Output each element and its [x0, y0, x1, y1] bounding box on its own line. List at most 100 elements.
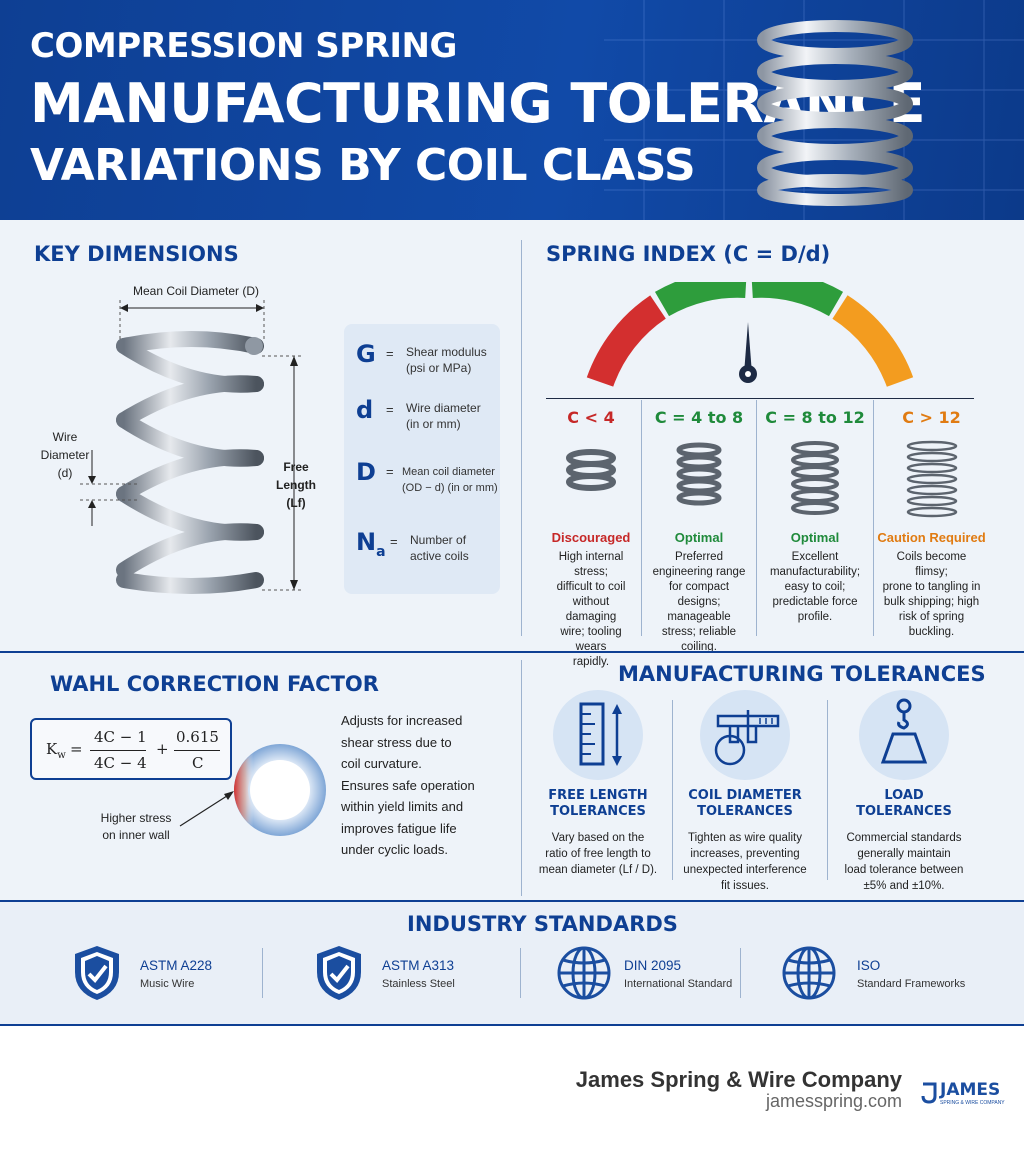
desc-line: wire; tooling wears — [560, 626, 622, 653]
thin-spring-icon — [906, 440, 957, 518]
tolerance-load: LOAD TOLERANCES Commercial standards gen… — [829, 690, 979, 894]
index-status: Discouraged — [551, 530, 631, 545]
tolerance-title: FREE LENGTH TOLERANCES — [523, 788, 673, 820]
tolerance-divider — [672, 700, 673, 880]
standard-subtitle: Standard Frameworks — [857, 978, 966, 990]
desc-line: unexpected interference — [683, 864, 807, 876]
section-divider — [521, 240, 522, 636]
desc-line: Shear modulus — [406, 345, 487, 359]
globe-icon — [782, 946, 836, 1000]
index-divider — [873, 400, 874, 636]
globe-icon — [557, 946, 611, 1000]
shield-check-icon — [317, 946, 361, 1000]
logo-icon — [921, 1082, 937, 1104]
title-line: TOLERANCES — [550, 804, 646, 819]
symbol-d-wire: d — [356, 396, 374, 424]
symbol-n: N — [356, 528, 377, 556]
standards-divider — [262, 948, 263, 998]
spring-index-title: SPRING INDEX (C = D/d) — [546, 242, 831, 266]
desc-line: load tolerance between — [844, 864, 964, 876]
k-symbol: K — [46, 740, 58, 758]
title-line: COIL DIAMETER — [688, 788, 802, 803]
fraction-bar — [90, 750, 146, 751]
free-length-line: Length — [276, 478, 316, 492]
free-length-label: Free Length (Lf) — [268, 458, 324, 512]
desc-line: difficult to coil — [556, 581, 626, 593]
index-desc: Coils become flimsy; prone to tangling i… — [880, 550, 983, 640]
tolerance-title: COIL DIAMETER TOLERANCES — [670, 788, 820, 820]
index-divider — [756, 400, 757, 636]
desc-line: for compact — [668, 581, 730, 593]
tolerance-desc: Tighten as wire quality increases, preve… — [670, 830, 820, 894]
fraction-bar — [174, 750, 220, 751]
standard-name: DIN 2095 — [624, 958, 682, 973]
equals-sign: = — [386, 464, 394, 479]
standards-divider — [520, 948, 521, 998]
title-line: FREE LENGTH — [548, 788, 648, 803]
index-range: C = 8 to 12 — [765, 408, 865, 427]
desc-line: improves fatigue life — [341, 820, 457, 836]
tall-spring-icon — [791, 441, 839, 515]
desc-line: (psi or MPa) — [406, 361, 472, 375]
index-class-optimal-2: C = 8 to 12 Optimal Excellent manufactur… — [757, 400, 873, 636]
standard-name: ASTM A313 — [382, 958, 455, 973]
company-url[interactable]: jamesspring.com — [765, 1091, 902, 1111]
desc-line: High internal stress; — [558, 551, 624, 578]
desc-line: stress; reliable — [661, 626, 737, 638]
header-banner: COMPRESSION SPRING MANUFACTURING TOLERAN… — [0, 0, 1024, 220]
standards-divider — [740, 948, 741, 998]
index-desc: Preferred engineering range for compact … — [648, 550, 750, 655]
equals-sign: = — [390, 534, 398, 549]
desc-line: predictable force — [772, 596, 858, 608]
index-class-low: C < 4 Discouraged High internal stress; … — [541, 400, 641, 668]
desc-line: Mean coil diameter — [402, 466, 495, 478]
desc-line: Coils become flimsy; — [896, 551, 967, 578]
index-range: C < 4 — [567, 408, 615, 427]
symbol-g-desc: Shear modulus (psi or MPa) — [406, 344, 487, 376]
standard-astm-a228: ASTM A228 Music Wire — [72, 944, 252, 1002]
standard-din-2095: DIN 2095 International Standard — [556, 944, 736, 1002]
standards-title: INDUSTRY STANDARDS — [407, 912, 678, 936]
desc-line: mean diameter (Lf / D). — [538, 864, 658, 876]
standard-name: ASTM A228 — [140, 958, 213, 973]
footer: James Spring & Wire Company jamesspring.… — [0, 1026, 1024, 1154]
tolerances-title: MANUFACTURING TOLERANCES — [618, 662, 986, 686]
symbol-D-mean: D — [356, 458, 376, 486]
wahl-description: Adjusts for increased shear stress due t… — [341, 710, 521, 861]
formula-plus: + — [156, 740, 169, 758]
shield-check-icon — [75, 946, 119, 1000]
symbol-subscript: a — [376, 543, 386, 560]
symbol-g: G — [356, 340, 376, 368]
desc-line: prone to tangling in — [882, 581, 981, 593]
desc-line: under cyclic loads. — [341, 842, 448, 857]
company-name: James Spring & Wire Company — [575, 1067, 902, 1092]
wire-label-line: Wire — [52, 430, 78, 444]
desc-line: coiling. — [681, 641, 717, 653]
desc-line: Vary based on the — [551, 832, 645, 844]
logo-tagline: SPRING & WIRE COMPANY — [940, 1100, 1005, 1106]
wire-label-line: Diameter — [40, 448, 90, 462]
gauge-needle — [744, 322, 752, 374]
desc-line: (in or mm) — [406, 417, 461, 431]
free-length-line: Free — [283, 460, 309, 474]
mean-coil-diameter-label: Mean Coil Diameter (D) — [132, 284, 260, 298]
formula-k: Kw — [46, 740, 66, 761]
key-dimensions-title: KEY DIMENSIONS — [34, 242, 239, 266]
index-table-rule — [546, 398, 974, 399]
desc-line: fit issues. — [721, 880, 769, 892]
weight-hook-icon — [859, 690, 949, 780]
section-rule — [0, 1024, 1024, 1026]
coil-cross-section — [179, 744, 326, 836]
desc-line: Commercial standards — [846, 832, 962, 844]
label-line: Higher stress — [100, 811, 172, 825]
header-line-3: VARIATIONS BY COIL CLASS — [30, 140, 696, 191]
desc-line: coil curvature. — [341, 756, 422, 771]
index-class-high: C > 12 Caution Required Coils become fli… — [874, 400, 989, 638]
ruler-icon — [553, 690, 643, 780]
desc-line: buckling. — [908, 626, 955, 638]
desc-line: profile. — [797, 611, 833, 623]
title-line: TOLERANCES — [856, 804, 952, 819]
spring-dimension-diagram — [80, 300, 302, 594]
index-status: Optimal — [790, 530, 840, 545]
desc-line: engineering range — [652, 566, 746, 578]
